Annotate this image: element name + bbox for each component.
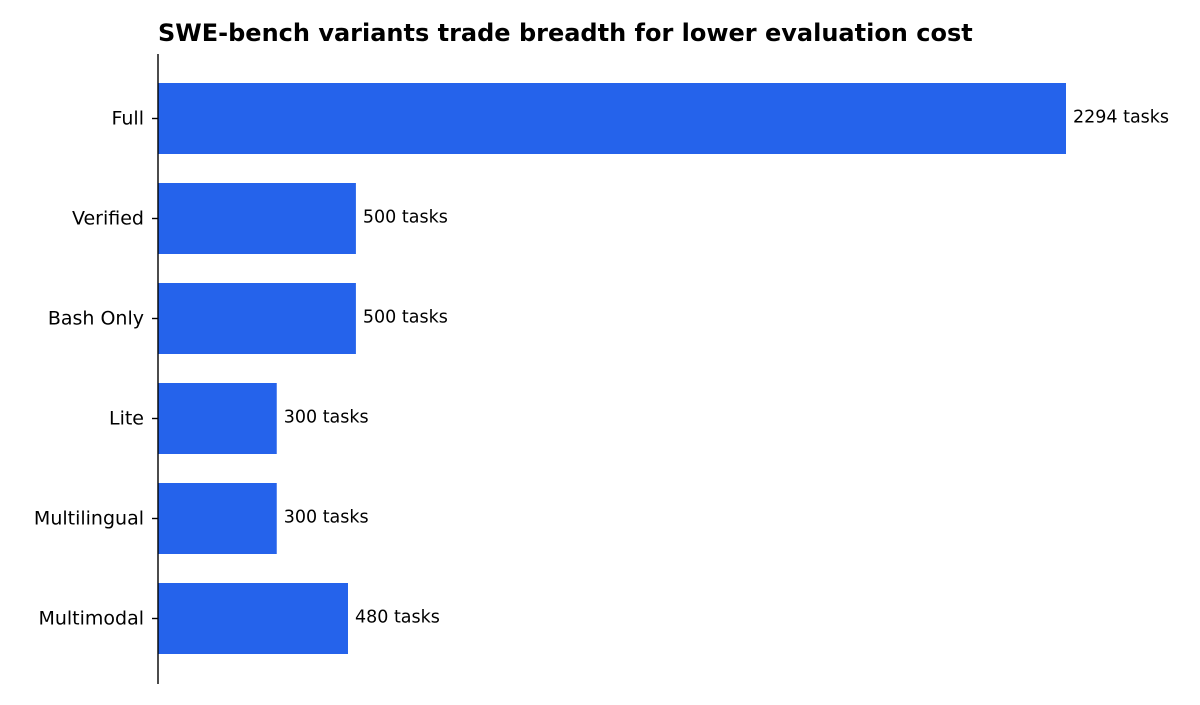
- y-tick-label-full: Full: [112, 108, 145, 130]
- bar-lite: [158, 383, 277, 454]
- y-tick-label-bash-only: Bash Only: [48, 308, 144, 330]
- y-tick-label-lite: Lite: [109, 408, 144, 430]
- bar-value-label-multilingual: 300 tasks: [284, 508, 369, 528]
- y-tick-label-multilingual: Multilingual: [34, 508, 144, 530]
- y-axis-ticks: [152, 117, 158, 620]
- bar-multilingual: [158, 483, 277, 554]
- bar-value-labels: 2294 tasks 500 tasks 500 tasks 300 tasks 300…: [284, 108, 1169, 628]
- bar-value-label-verified: 500 tasks: [363, 208, 448, 228]
- bar-value-label-full: 2294 tasks: [1073, 108, 1169, 128]
- bar-verified: [158, 183, 356, 254]
- bars-group: [158, 83, 1066, 654]
- bar-multimodal: [158, 583, 348, 654]
- bar-full: [158, 83, 1066, 154]
- chart-title: SWE-bench variants trade breadth for low…: [158, 19, 973, 47]
- bar-value-label-bash-only: 500 tasks: [363, 308, 448, 328]
- bar-value-label-multimodal: 480 tasks: [355, 608, 440, 628]
- bar-bash-only: [158, 283, 356, 354]
- y-tick-label-multimodal: Multimodal: [38, 608, 144, 630]
- y-tick-label-verified: Verified: [72, 208, 144, 230]
- bar-value-label-lite: 300 tasks: [284, 408, 369, 428]
- y-axis-tick-labels: Full Verified Bash Only Lite Multilingual Mul…: [34, 108, 144, 630]
